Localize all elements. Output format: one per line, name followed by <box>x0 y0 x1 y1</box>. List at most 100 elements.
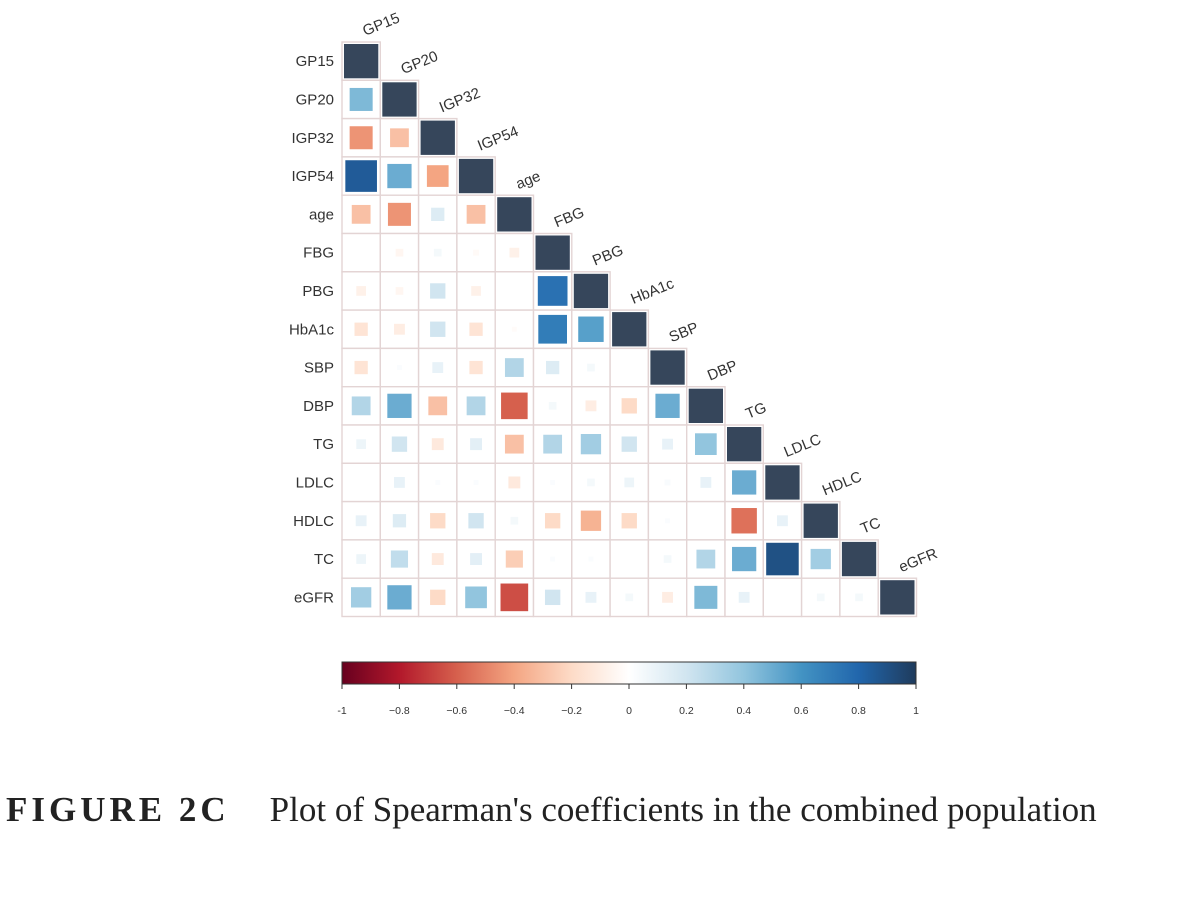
cell-TC-IGP54: TC / IGP54 <box>470 553 482 565</box>
cell-HbA1c-PBG: HbA1c / PBG <box>578 316 604 342</box>
cell-DBP-HbA1c: DBP / HbA1c <box>621 398 637 414</box>
cell-PBG-IGP54: PBG / IGP54 <box>471 286 481 296</box>
cell-TG-FBG: TG / FBG <box>543 434 563 454</box>
cell-frame-PBG-age <box>494 271 535 311</box>
cell-SBP-SBP: SBP / SBP <box>650 350 685 385</box>
cell-DBP-GP15: DBP / GP15 <box>351 396 371 416</box>
cell-eGFR-GP15: eGFR / GP15 <box>351 587 372 608</box>
cell-TC-GP20: TC / GP20 <box>390 550 409 568</box>
cell-LDLC-IGP54: LDLC / IGP54 <box>473 480 479 485</box>
cell-DBP-age: DBP / age <box>501 392 528 420</box>
col-label-TC: TC <box>858 514 883 537</box>
col-label-PBG: PBG <box>590 242 626 270</box>
col-label-age: age <box>513 168 543 193</box>
colorbar: -1 −0.8 −0.6 −0.4 −0.2 0 0.2 0.4 0.6 0.8 1 <box>337 661 919 717</box>
colorbar-tick-label: 0.6 <box>794 705 809 717</box>
cell-eGFR-IGP32: eGFR / IGP32 <box>430 589 446 606</box>
cell-PBG-GP15: PBG / GP15 <box>356 286 367 296</box>
col-label-IGP32: IGP32 <box>437 85 483 117</box>
cell-DBP-IGP54: DBP / IGP54 <box>466 396 486 416</box>
cell-SBP-IGP54: SBP / IGP54 <box>469 360 483 375</box>
colorbar-gradient <box>341 661 917 685</box>
row-label-HDLC: HDLC <box>293 513 334 530</box>
cell-DBP-DBP: DBP / DBP <box>688 388 723 423</box>
colorbar-tick-label: -1 <box>337 705 346 717</box>
cell-frame-TC-HbA1c <box>609 539 650 579</box>
cell-eGFR-HbA1c: eGFR / HbA1c <box>625 593 634 602</box>
cell-FBG-age: FBG / age <box>509 247 520 258</box>
cell-LDLC-DBP: LDLC / DBP <box>700 477 712 488</box>
cell-HDLC-GP20: HDLC / GP20 <box>392 514 407 528</box>
cell-GP15-GP15: GP15 / GP15 <box>344 44 379 79</box>
cell-TG-GP15: TG / GP15 <box>356 439 367 450</box>
row-label-TC: TC <box>314 551 334 568</box>
cell-eGFR-TC: eGFR / TC <box>855 593 863 602</box>
cell-TC-age: TC / age <box>505 550 523 568</box>
cell-TG-PBG: TG / PBG <box>580 434 602 455</box>
colorbar-tick-label: −0.8 <box>389 705 410 717</box>
cell-eGFR-TG: eGFR / TG <box>738 591 750 603</box>
cell-TC-GP15: TC / GP15 <box>356 554 367 564</box>
col-label-SBP: SBP <box>667 319 701 346</box>
cell-FBG-GP20: FBG / GP20 <box>395 248 404 257</box>
cell-DBP-GP20: DBP / GP20 <box>387 393 412 418</box>
cell-TG-GP20: TG / GP20 <box>391 436 408 452</box>
cell-FBG-FBG: FBG / FBG <box>535 235 570 270</box>
cell-SBP-IGP32: SBP / IGP32 <box>432 362 444 373</box>
cell-frame-LDLC-GP15 <box>341 462 381 503</box>
cell-TC-DBP: TC / DBP <box>696 549 716 569</box>
figure-caption: FIGURE 2C Plot of Spearman's coefficients… <box>6 786 1176 833</box>
col-label-HDLC: HDLC <box>820 468 864 499</box>
cell-HbA1c-IGP54: HbA1c / IGP54 <box>469 322 483 336</box>
colorbar-tick-label: 0 <box>626 705 632 717</box>
cell-LDLC-age: LDLC / age <box>508 476 521 489</box>
cell-SBP-age: SBP / age <box>504 358 524 377</box>
figure-label: FIGURE 2C <box>6 790 230 829</box>
cell-age-age: age / age <box>497 197 532 232</box>
cell-LDLC-IGP32: LDLC / IGP32 <box>435 480 441 485</box>
cell-HbA1c-GP15: HbA1c / GP15 <box>354 322 368 336</box>
col-label-FBG: FBG <box>552 204 587 231</box>
cell-HDLC-IGP32: HDLC / IGP32 <box>430 513 446 529</box>
cell-PBG-PBG: PBG / PBG <box>573 273 609 309</box>
row-label-FBG: FBG <box>303 245 334 262</box>
figure-caption-text: Plot of Spearman's coefficients in the c… <box>269 790 1097 829</box>
row-label-TG: TG <box>313 436 334 453</box>
colorbar-tick-label: 0.8 <box>851 705 866 717</box>
cell-age-GP20: age / GP20 <box>387 202 411 226</box>
cell-IGP54-IGP32: IGP54 / IGP32 <box>426 165 449 187</box>
row-labels: GP15 GP20 IGP32 IGP54 age FBG PBG HbA1c SBP DBP TG… <box>289 53 335 606</box>
cell-TG-DBP: TG / DBP <box>695 433 717 455</box>
cell-TC-SBP: TC / SBP <box>663 555 672 563</box>
cell-GP20-GP20: GP20 / GP20 <box>382 82 417 117</box>
cell-frame-age-IGP54 <box>456 194 496 235</box>
row-label-GP15: GP15 <box>296 53 334 70</box>
col-label-IGP54: IGP54 <box>475 123 521 155</box>
cell-LDLC-TG: LDLC / TG <box>732 470 757 495</box>
cell-eGFR-HDLC: eGFR / HDLC <box>816 593 825 602</box>
cell-HbA1c-age: HbA1c / age <box>511 326 517 332</box>
col-label-eGFR: eGFR <box>896 545 940 576</box>
cell-HDLC-PBG: HDLC / PBG <box>580 510 602 531</box>
cell-eGFR-SBP: eGFR / SBP <box>662 591 673 603</box>
col-label-LDLC: LDLC <box>782 431 824 461</box>
cell-LDLC-HbA1c: LDLC / HbA1c <box>624 477 635 488</box>
cell-HbA1c-HbA1c: HbA1c / HbA1c <box>612 312 647 347</box>
cell-HDLC-IGP54: HDLC / IGP54 <box>468 513 484 529</box>
cell-HDLC-TG: HDLC / TG <box>731 508 757 534</box>
cell-DBP-FBG: DBP / FBG <box>548 402 557 410</box>
cell-frame-HDLC-IGP32 <box>417 500 458 541</box>
cell-HDLC-HbA1c: HDLC / HbA1c <box>621 513 637 529</box>
cell-PBG-GP20: PBG / GP20 <box>395 287 404 295</box>
row-label-PBG: PBG <box>302 283 334 300</box>
cell-TC-IGP32: TC / IGP32 <box>431 553 444 565</box>
cell-TC-TG: TC / TG <box>732 546 757 572</box>
colorbar-tick-label: −0.4 <box>504 705 525 717</box>
cell-TC-PBG: TC / PBG <box>588 556 594 562</box>
cell-IGP32-GP15: IGP32 / GP15 <box>349 126 373 150</box>
cell-FBG-IGP54: FBG / IGP54 <box>473 249 480 256</box>
row-label-LDLC: LDLC <box>296 474 335 491</box>
row-label-HbA1c: HbA1c <box>289 321 335 338</box>
cell-TG-IGP54: TG / IGP54 <box>470 438 482 451</box>
